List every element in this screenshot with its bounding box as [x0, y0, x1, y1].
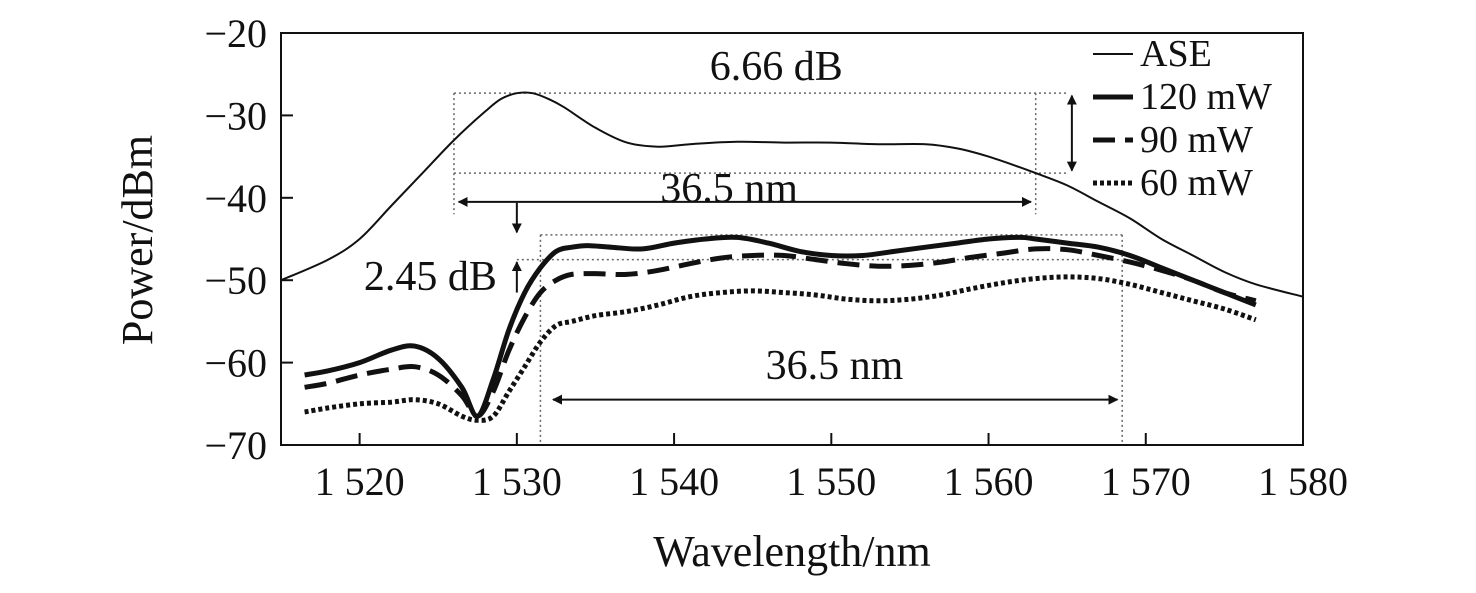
y-tick-label: −50 [204, 258, 267, 303]
series-line-1 [304, 234, 1257, 419]
annotation-label: 6.66 dB [710, 44, 843, 90]
x-tick-label: 1 540 [629, 459, 719, 504]
annotation-label: 36.5 nm [660, 166, 798, 212]
series-group [280, 91, 1304, 423]
x-axis-label: Wavelength/nm [653, 527, 931, 576]
x-tick-label: 1 580 [1258, 459, 1348, 504]
series-line-2 [304, 246, 1257, 419]
y-axis: −20 −30 −40 −50 −60 −70 [204, 11, 293, 468]
plot-frame [280, 32, 1304, 446]
y-tick-label: −30 [204, 93, 267, 138]
series-line-0 [280, 91, 1304, 298]
x-tick-label: 1 520 [315, 459, 405, 504]
x-axis: 1 520 1 530 1 540 1 550 1 560 1 570 1 580 [315, 433, 1348, 504]
x-tick-label: 1 560 [944, 459, 1034, 504]
legend-label: 120 mW [1140, 76, 1272, 118]
series-line-3 [304, 274, 1257, 423]
y-tick-label: −40 [204, 176, 267, 221]
x-tick-label: 1 550 [786, 459, 876, 504]
legend-label: ASE [1140, 33, 1212, 75]
y-tick-label: −70 [204, 423, 267, 468]
x-tick-label: 1 570 [1101, 459, 1191, 504]
x-tick-label: 1 530 [472, 459, 562, 504]
annotation-guides [453, 92, 1123, 445]
annotations: 6.66 dB 36.5 nm 2.45 dB 36.5 nm [364, 44, 1119, 405]
annotation-label: 36.5 nm [766, 343, 904, 389]
y-tick-label: −20 [204, 11, 267, 56]
annotation-label: 2.45 dB [364, 254, 497, 300]
y-tick-label: −60 [204, 341, 267, 386]
legend-label: 60 mW [1140, 162, 1253, 204]
y-axis-label: Power/dBm [113, 135, 162, 345]
legend-label: 90 mW [1140, 119, 1253, 161]
